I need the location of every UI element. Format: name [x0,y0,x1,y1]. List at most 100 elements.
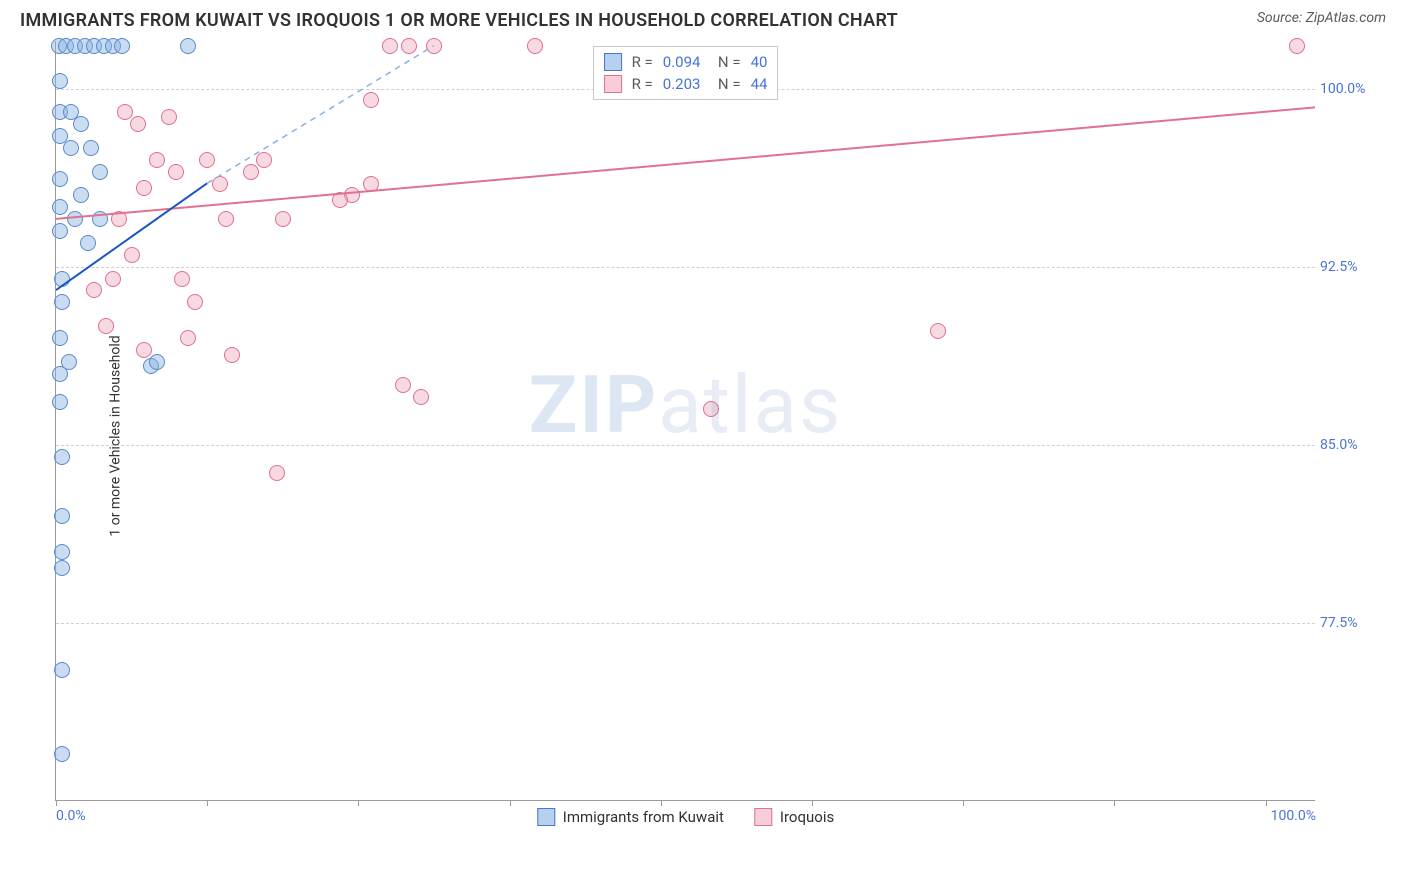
grid-line-h [56,267,1315,268]
x-tick [963,800,964,806]
point-kuwait [54,662,70,678]
point-kuwait [54,544,70,560]
point-kuwait [73,187,89,203]
y-tick-label: 77.5% [1320,615,1375,631]
point-iroquois [527,38,543,54]
point-iroquois [243,164,259,180]
chart-title: IMMIGRANTS FROM KUWAIT VS IROQUOIS 1 OR … [20,10,898,31]
point-iroquois [136,180,152,196]
point-kuwait [83,140,99,156]
legend-correlation: R = 0.094 N = 40 R = 0.203 N = 44 [593,46,779,100]
legend-r-label: R = [632,51,653,73]
legend-swatch [604,53,622,71]
x-tick [56,800,57,806]
point-iroquois [703,401,719,417]
point-iroquois [930,323,946,339]
point-iroquois [105,271,121,287]
point-kuwait [54,560,70,576]
point-iroquois [382,38,398,54]
point-iroquois [218,211,234,227]
x-tick [510,800,511,806]
legend-series-label: Immigrants from Kuwait [563,808,724,826]
point-kuwait [52,73,68,89]
source-attribution: Source: ZipAtlas.com [1257,10,1386,26]
point-iroquois [111,211,127,227]
point-iroquois [413,389,429,405]
x-tick [358,800,359,806]
point-iroquois [269,465,285,481]
point-kuwait [61,354,77,370]
grid-line-h [56,445,1315,446]
point-iroquois [426,38,442,54]
point-kuwait [92,164,108,180]
point-iroquois [136,342,152,358]
point-kuwait [52,330,68,346]
legend-series: Immigrants from Kuwait Iroquois [537,808,834,826]
point-kuwait [92,211,108,227]
point-iroquois [168,164,184,180]
point-kuwait [73,116,89,132]
x-tick [1266,800,1267,806]
legend-n-value: 40 [751,51,768,73]
point-kuwait [54,294,70,310]
legend-n-label: N = [710,73,740,95]
point-kuwait [52,199,68,215]
point-iroquois [395,377,411,393]
point-iroquois [199,152,215,168]
legend-r-value: 0.094 [663,51,701,73]
point-kuwait [54,449,70,465]
point-kuwait [149,354,165,370]
legend-n-label: N = [710,51,740,73]
legend-correlation-row: R = 0.203 N = 44 [604,73,768,95]
trend-lines-layer [56,41,1315,800]
point-kuwait [67,211,83,227]
x-tick [207,800,208,806]
point-kuwait [80,235,96,251]
legend-correlation-row: R = 0.094 N = 40 [604,51,768,73]
point-kuwait [114,38,130,54]
point-iroquois [1289,38,1305,54]
point-kuwait [63,140,79,156]
point-iroquois [256,152,272,168]
x-tick-label: 0.0% [56,808,86,824]
x-tick [812,800,813,806]
point-iroquois [401,38,417,54]
point-kuwait [52,223,68,239]
point-iroquois [130,116,146,132]
point-kuwait [54,271,70,287]
point-iroquois [98,318,114,334]
chart-container: 1 or more Vehicles in Household ZIPatlas… [55,41,1375,831]
point-iroquois [187,294,203,310]
plot-area: ZIPatlas R =0.094 N =40R =0.203 N =44 Im… [55,41,1315,801]
legend-swatch [754,808,772,826]
point-iroquois [161,109,177,125]
legend-r-label: R = [632,73,653,95]
point-iroquois [332,192,348,208]
y-tick-label: 100.0% [1320,81,1375,97]
y-tick-label: 92.5% [1320,259,1375,275]
point-iroquois [363,92,379,108]
legend-series-item: Iroquois [754,808,834,826]
x-tick [661,800,662,806]
point-iroquois [174,271,190,287]
legend-swatch [537,808,555,826]
legend-series-label: Iroquois [780,808,834,826]
grid-line-h [56,623,1315,624]
point-iroquois [224,347,240,363]
legend-r-value: 0.203 [663,73,701,95]
legend-n-value: 44 [751,73,768,95]
point-iroquois [212,176,228,192]
point-iroquois [149,152,165,168]
point-iroquois [86,282,102,298]
legend-series-item: Immigrants from Kuwait [537,808,724,826]
point-kuwait [180,38,196,54]
point-iroquois [124,247,140,263]
x-tick [1114,800,1115,806]
point-kuwait [52,394,68,410]
watermark: ZIPatlas [529,358,842,452]
point-iroquois [275,211,291,227]
point-kuwait [52,171,68,187]
y-tick-label: 85.0% [1320,437,1375,453]
point-iroquois [180,330,196,346]
point-kuwait [54,508,70,524]
